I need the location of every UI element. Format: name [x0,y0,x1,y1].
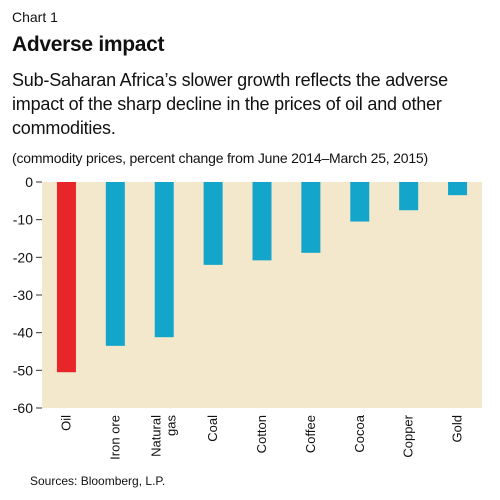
x-category-label: Iron ore [107,415,122,460]
bar [203,182,223,265]
bar [399,182,419,211]
x-category-label: Naturalgas [149,415,179,457]
bar [56,182,76,373]
chart-title: Adverse impact [12,33,165,56]
x-category-label: Cotton [254,415,269,453]
chart-note: (commodity prices, percent change from J… [12,150,428,166]
chart-label: Chart 1 [12,9,58,25]
bar [105,182,125,346]
bar [350,182,370,222]
bar [252,182,272,261]
x-category-label: Coal [205,415,220,442]
source-note: Sources: Bloomberg, L.P. [30,474,166,488]
x-category-label: Cocoa [352,414,367,452]
y-axis-ticks: 0 -10 -20 -30 -40 -50 -60 [13,174,42,416]
chart-subtitle: Sub-Saharan Africa’s slower growth refle… [12,70,448,138]
y-tick-label: -20 [13,249,33,265]
y-tick-label: -50 [13,362,33,378]
x-category-label: Copper [401,414,416,457]
bar [301,182,321,253]
bar [448,182,468,196]
y-tick-label: -40 [13,325,33,341]
bars-group [56,182,468,373]
x-category-label: Coffee [303,415,318,453]
y-tick-label: 0 [25,174,33,190]
x-axis-labels: Oil Iron ore Naturalgas Coal Cotton Coffee Coc… [58,414,464,460]
x-category-label: Gold [450,415,465,442]
y-tick-label: -60 [13,400,33,416]
bar [154,182,174,338]
y-tick-label: -30 [13,287,33,303]
x-category-label: Oil [58,415,73,431]
y-tick-label: -10 [13,212,33,228]
